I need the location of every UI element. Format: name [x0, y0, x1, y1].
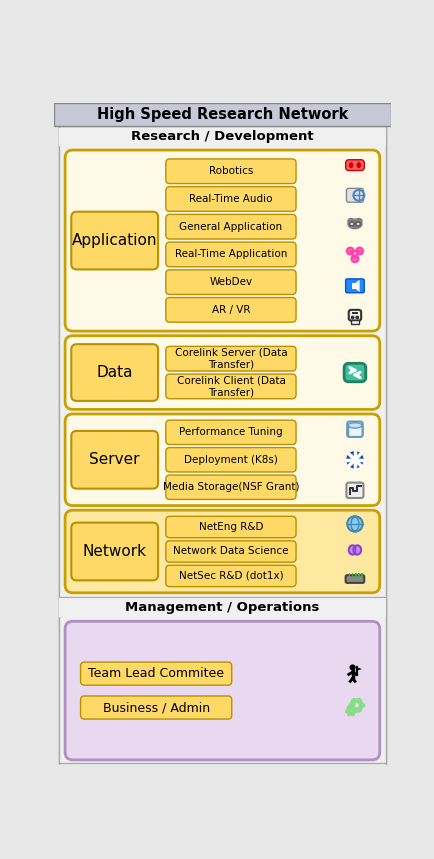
FancyBboxPatch shape — [166, 475, 296, 499]
Bar — [352, 573, 353, 576]
FancyBboxPatch shape — [346, 483, 364, 498]
Bar — [59, 598, 386, 763]
FancyBboxPatch shape — [81, 662, 232, 685]
Bar — [351, 320, 359, 324]
FancyBboxPatch shape — [166, 448, 296, 472]
Text: Real-Time Application: Real-Time Application — [175, 249, 287, 259]
FancyBboxPatch shape — [71, 344, 158, 401]
FancyBboxPatch shape — [166, 297, 296, 322]
Text: NetEng R&D: NetEng R&D — [199, 522, 263, 532]
Ellipse shape — [349, 222, 354, 226]
FancyBboxPatch shape — [345, 160, 364, 171]
Text: General Application: General Application — [179, 222, 283, 232]
Bar — [349, 573, 350, 576]
Text: AR / VR: AR / VR — [212, 305, 250, 315]
Circle shape — [349, 664, 356, 671]
FancyBboxPatch shape — [347, 422, 363, 437]
Ellipse shape — [356, 162, 361, 168]
Bar — [54, 103, 391, 126]
FancyBboxPatch shape — [65, 150, 380, 331]
FancyBboxPatch shape — [166, 159, 296, 184]
Text: Robotics: Robotics — [209, 167, 253, 176]
Text: Business / Admin: Business / Admin — [102, 701, 210, 714]
Polygon shape — [357, 667, 362, 671]
Text: Network: Network — [83, 544, 147, 559]
FancyBboxPatch shape — [346, 188, 364, 202]
Polygon shape — [356, 280, 360, 292]
FancyBboxPatch shape — [345, 279, 364, 293]
Circle shape — [347, 452, 363, 467]
Bar — [352, 312, 358, 314]
Text: Corelink Server (Data
Transfer): Corelink Server (Data Transfer) — [174, 348, 287, 369]
Circle shape — [351, 315, 355, 320]
FancyBboxPatch shape — [71, 522, 158, 581]
Text: Server: Server — [89, 453, 140, 467]
FancyBboxPatch shape — [65, 414, 380, 506]
FancyBboxPatch shape — [65, 621, 380, 760]
FancyBboxPatch shape — [65, 336, 380, 410]
Text: Performance Tuning: Performance Tuning — [179, 427, 283, 437]
FancyBboxPatch shape — [166, 541, 296, 562]
Text: NetSec R&D (dot1x): NetSec R&D (dot1x) — [179, 571, 283, 581]
Ellipse shape — [355, 218, 363, 224]
Text: Real-Time Audio: Real-Time Audio — [189, 194, 273, 204]
FancyBboxPatch shape — [166, 565, 296, 587]
Bar — [358, 573, 360, 576]
Ellipse shape — [349, 162, 353, 168]
Text: Research / Development: Research / Development — [131, 131, 314, 143]
FancyBboxPatch shape — [166, 346, 296, 371]
Ellipse shape — [356, 222, 360, 226]
Text: Application: Application — [72, 233, 158, 248]
FancyBboxPatch shape — [166, 242, 296, 267]
FancyBboxPatch shape — [344, 363, 366, 381]
FancyBboxPatch shape — [349, 310, 361, 320]
Ellipse shape — [348, 423, 362, 428]
Bar — [361, 573, 363, 576]
Text: WebDev: WebDev — [209, 277, 253, 287]
Text: High Speed Research Network: High Speed Research Network — [97, 107, 348, 122]
FancyBboxPatch shape — [166, 215, 296, 239]
Bar — [59, 598, 386, 617]
Polygon shape — [352, 283, 356, 289]
FancyBboxPatch shape — [166, 374, 296, 399]
Ellipse shape — [353, 545, 361, 555]
FancyBboxPatch shape — [71, 211, 158, 270]
FancyBboxPatch shape — [166, 186, 296, 211]
FancyBboxPatch shape — [81, 696, 232, 719]
Circle shape — [351, 456, 359, 464]
Circle shape — [347, 516, 363, 532]
Ellipse shape — [349, 545, 356, 555]
FancyBboxPatch shape — [166, 516, 296, 538]
FancyBboxPatch shape — [166, 270, 296, 295]
Text: Management / Operations: Management / Operations — [125, 601, 319, 614]
Bar — [59, 128, 386, 597]
Text: Network Data Science: Network Data Science — [173, 546, 289, 557]
FancyBboxPatch shape — [345, 576, 364, 583]
Bar — [59, 128, 386, 146]
Circle shape — [355, 315, 359, 320]
FancyBboxPatch shape — [71, 431, 158, 489]
Text: Data: Data — [96, 365, 133, 380]
Text: Corelink Client (Data
Transfer): Corelink Client (Data Transfer) — [177, 375, 286, 397]
FancyBboxPatch shape — [166, 420, 296, 444]
FancyBboxPatch shape — [65, 510, 380, 593]
Ellipse shape — [347, 218, 355, 224]
Text: Deployment (K8s): Deployment (K8s) — [184, 454, 278, 465]
Text: Team Lead Commitee: Team Lead Commitee — [88, 667, 224, 680]
Text: Media Storage(NSF Grant): Media Storage(NSF Grant) — [163, 482, 299, 492]
Bar — [355, 573, 356, 576]
Ellipse shape — [347, 218, 363, 229]
